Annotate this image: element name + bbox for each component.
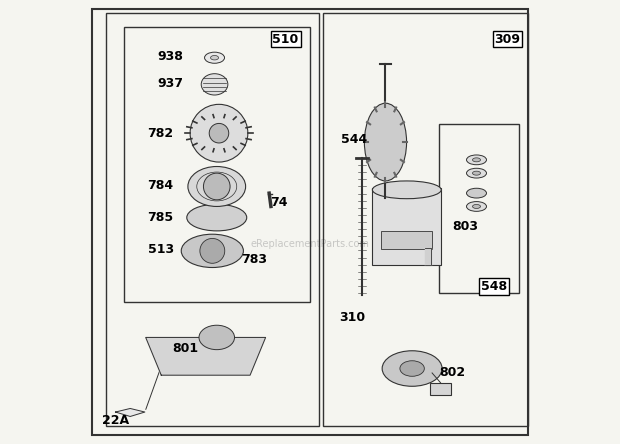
Ellipse shape (202, 74, 228, 95)
Polygon shape (425, 248, 432, 266)
Polygon shape (146, 337, 265, 375)
Ellipse shape (382, 351, 442, 386)
Text: 310: 310 (339, 311, 365, 324)
Text: 510: 510 (272, 32, 299, 46)
Ellipse shape (365, 103, 407, 181)
Ellipse shape (188, 166, 246, 206)
Text: 782: 782 (148, 127, 174, 140)
Text: 544: 544 (341, 133, 368, 147)
Text: 783: 783 (242, 253, 267, 266)
Ellipse shape (211, 56, 218, 60)
Ellipse shape (466, 202, 487, 211)
Text: 74: 74 (270, 195, 288, 209)
Text: eReplacementParts.com: eReplacementParts.com (250, 239, 370, 249)
Ellipse shape (466, 168, 487, 178)
Text: 802: 802 (439, 366, 465, 380)
Ellipse shape (466, 155, 487, 165)
Text: 785: 785 (148, 211, 174, 224)
Circle shape (200, 238, 225, 263)
Ellipse shape (472, 158, 480, 162)
Ellipse shape (373, 181, 441, 199)
Ellipse shape (199, 325, 234, 350)
Ellipse shape (466, 188, 487, 198)
Text: 803: 803 (453, 220, 479, 233)
Bar (430, 383, 451, 395)
Text: 309: 309 (495, 32, 521, 46)
Bar (323, 13, 528, 426)
Circle shape (203, 173, 230, 200)
Text: 22A: 22A (102, 414, 129, 428)
Text: 938: 938 (157, 50, 183, 63)
Text: 937: 937 (157, 77, 183, 90)
Text: 513: 513 (148, 243, 174, 256)
Bar (123, 27, 310, 302)
Text: 548: 548 (481, 280, 507, 293)
Circle shape (190, 104, 248, 162)
Text: 784: 784 (148, 178, 174, 192)
Ellipse shape (472, 204, 480, 209)
Ellipse shape (472, 171, 480, 175)
Polygon shape (115, 408, 145, 416)
Ellipse shape (400, 361, 424, 376)
Ellipse shape (181, 234, 244, 267)
Circle shape (209, 123, 229, 143)
Bar (439, 124, 519, 293)
Bar (106, 13, 319, 426)
Bar (373, 188, 441, 266)
Ellipse shape (205, 52, 224, 63)
Ellipse shape (187, 204, 247, 231)
Bar (381, 231, 432, 249)
Text: 801: 801 (172, 342, 199, 355)
